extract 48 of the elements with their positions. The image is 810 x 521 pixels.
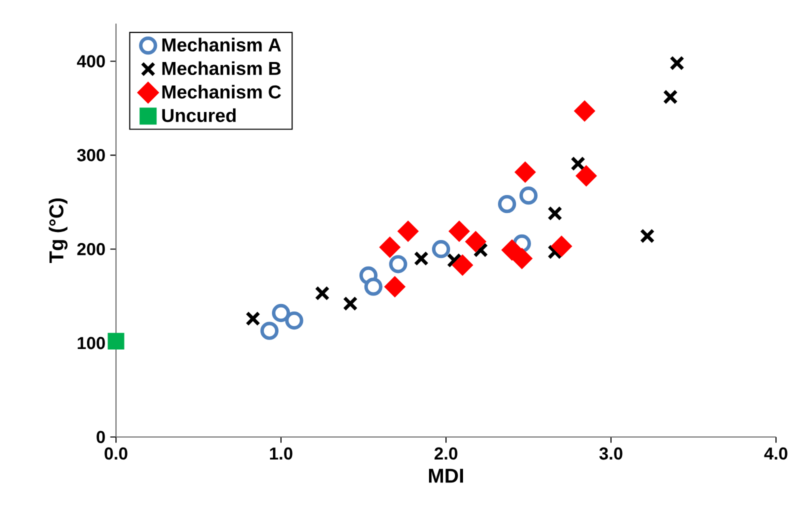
y-tick-label: 0 [96, 430, 105, 444]
point [473, 242, 488, 258]
legend-label: Mechanism C [162, 84, 281, 99]
point [364, 278, 382, 296]
point [550, 236, 572, 257]
point [448, 220, 470, 242]
point [285, 311, 304, 330]
point [670, 56, 684, 71]
point [342, 296, 358, 311]
point [548, 206, 562, 221]
x-tick-label: 0.0 [104, 447, 128, 460]
x-axis-title: MDI [429, 468, 463, 483]
point [384, 276, 406, 298]
point [314, 286, 330, 301]
point [414, 251, 429, 266]
point [640, 228, 655, 244]
point [498, 194, 516, 214]
point [465, 230, 486, 252]
point [570, 156, 586, 172]
legend-label: Mechanism B [162, 61, 281, 76]
point [574, 100, 596, 122]
point [452, 254, 474, 276]
point [272, 304, 290, 322]
x-tick-label: 3.0 [599, 447, 622, 460]
y-tick-label: 200 [77, 242, 105, 256]
y-tick-label: 400 [76, 55, 105, 68]
x-tick-label: 4.0 [764, 447, 788, 460]
y-tick-label: 300 [77, 149, 105, 162]
legend-label: Uncured [162, 108, 236, 122]
point [446, 253, 462, 268]
point [108, 332, 124, 350]
point [432, 240, 450, 258]
point [379, 236, 401, 258]
point [514, 161, 536, 183]
legend-label: Mechanism A [162, 38, 281, 52]
point [548, 244, 562, 260]
point [260, 322, 279, 340]
point [511, 248, 533, 270]
y-axis-title: Tg (°C) [48, 198, 68, 263]
point [389, 255, 408, 274]
x-tick-label: 1.0 [270, 447, 292, 460]
point [519, 186, 538, 205]
point [576, 165, 597, 186]
point [246, 311, 260, 326]
point [663, 90, 678, 104]
point [397, 220, 419, 242]
y-tick-label: 100 [78, 336, 105, 350]
x-tick-label: 2.0 [434, 447, 458, 460]
